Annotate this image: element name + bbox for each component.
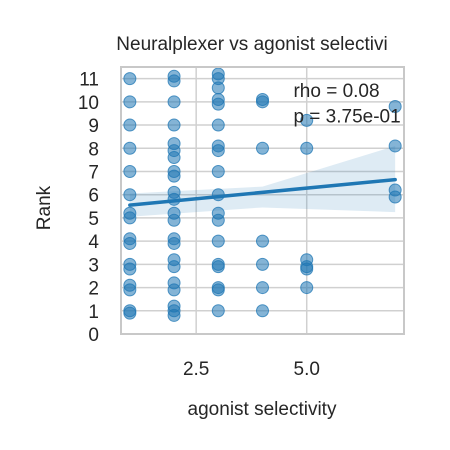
data-point: [167, 213, 181, 227]
y-tick-label: 11: [79, 70, 99, 91]
data-point: [211, 97, 225, 111]
y-tick-label: 2: [88, 279, 99, 300]
data-point: [123, 283, 137, 297]
data-point: [211, 81, 225, 95]
data-point: [388, 99, 402, 113]
data-point: [300, 262, 314, 276]
data-point: [211, 283, 225, 297]
data-point: [123, 188, 137, 202]
data-point: [300, 141, 314, 155]
data-point: [123, 72, 137, 86]
x-tick-labels: 2.5 5.0: [183, 359, 320, 380]
data-point: [211, 118, 225, 132]
data-point: [123, 262, 137, 276]
x-axis-label: agonist selectivity: [188, 399, 337, 420]
data-point: [211, 304, 225, 318]
x-tick-label: 5.0: [294, 359, 320, 380]
y-tick-label: 1: [88, 302, 99, 323]
data-point: [167, 118, 181, 132]
y-tick-label: 7: [88, 162, 99, 183]
data-point: [256, 304, 269, 318]
y-tick-label: 9: [88, 116, 99, 137]
data-point: [167, 95, 181, 109]
plot-frame: [120, 66, 405, 335]
data-point: [167, 308, 181, 322]
rho-annotation: rho = 0.08: [293, 81, 379, 102]
data-point: [211, 144, 225, 158]
data-point: [123, 118, 137, 132]
data-point: [123, 236, 137, 250]
data-point: [167, 151, 181, 165]
data-point: [256, 141, 269, 155]
data-point: [167, 283, 181, 297]
scatter-points: [123, 67, 402, 322]
data-point: [256, 257, 269, 271]
regression-line: [128, 177, 397, 207]
data-point: [167, 74, 181, 88]
data-point: [388, 139, 402, 153]
y-tick-label: 6: [88, 186, 99, 207]
data-point: [123, 164, 137, 178]
data-point: [256, 281, 269, 295]
regression-line-layer: [128, 177, 397, 207]
y-tick-label: 4: [88, 232, 99, 253]
data-point: [211, 213, 225, 227]
data-point: [167, 260, 181, 274]
data-point: [256, 95, 269, 109]
y-axis-label: Rank: [34, 185, 55, 230]
data-point: [256, 234, 269, 248]
data-point: [211, 234, 225, 248]
y-tick-label: 10: [78, 93, 99, 114]
y-tick-label: 0: [88, 325, 99, 346]
p-value-annotation: p = 3.75e-01: [293, 107, 400, 128]
data-point: [167, 236, 181, 250]
data-point: [211, 260, 225, 274]
y-tick-label: 3: [88, 255, 99, 276]
chart-title: Neuralplexer vs agonist selectivi: [116, 34, 387, 55]
data-point: [300, 281, 314, 295]
data-point: [167, 169, 181, 183]
data-point: [300, 113, 314, 127]
y-tick-label: 5: [88, 209, 99, 230]
data-point: [123, 306, 137, 320]
data-point: [123, 211, 137, 225]
data-point: [123, 141, 137, 155]
data-point: [211, 164, 225, 178]
y-tick-label: 8: [88, 139, 99, 160]
x-tick-label: 2.5: [183, 359, 209, 380]
data-point: [388, 190, 402, 204]
data-point: [123, 95, 137, 109]
